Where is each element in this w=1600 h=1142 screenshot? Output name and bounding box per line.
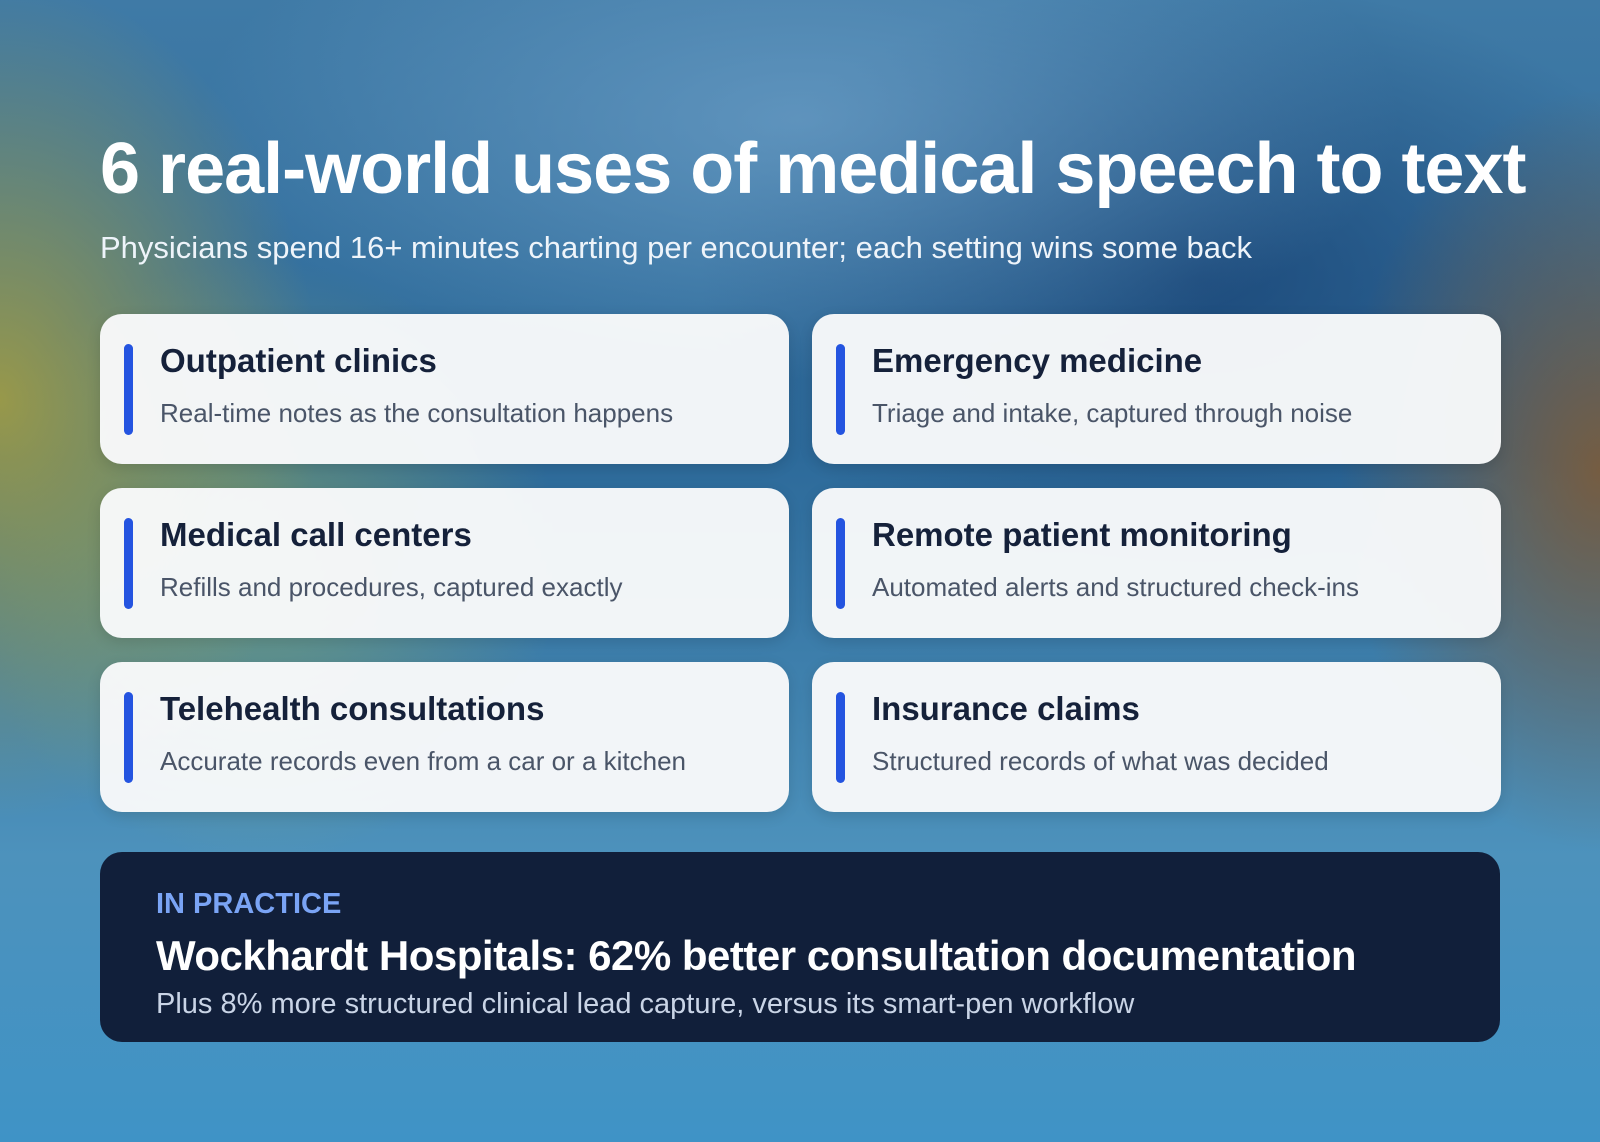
title: 6 real-world uses of medical speech to t…	[100, 129, 1526, 209]
card-description: Automated alerts and structured check-in…	[872, 572, 1360, 602]
accent-bar	[836, 518, 845, 609]
accent-bar	[124, 518, 133, 609]
card-description: Accurate records even from a car or a ki…	[160, 746, 687, 776]
accent-bar	[124, 344, 133, 435]
card-title: Outpatient clinics	[160, 342, 437, 379]
card-title: Medical call centers	[160, 516, 472, 553]
use-card: Insurance claims Structured records of wh…	[812, 662, 1501, 812]
callout-label: IN PRACTICE	[156, 888, 342, 920]
callout-title: Wockhardt Hospitals: 62% better consulta…	[156, 932, 1357, 979]
card-title: Remote patient monitoring	[872, 516, 1292, 553]
card-title: Insurance claims	[872, 690, 1140, 727]
subtitle: Physicians spend 16+ minutes charting pe…	[100, 230, 1252, 265]
card-description: Structured records of what was decided	[872, 746, 1329, 776]
callout-text: Plus 8% more structured clinical lead ca…	[156, 988, 1135, 1020]
use-card: Medical call centers Refills and procedur…	[100, 488, 789, 638]
accent-bar	[836, 344, 845, 435]
callout: IN PRACTICE Wockhardt Hospitals: 62% bet…	[100, 852, 1500, 1042]
card-title: Telehealth consultations	[160, 690, 545, 727]
use-card: Telehealth consultations Accurate records…	[100, 662, 789, 812]
accent-bar	[836, 692, 845, 783]
card-description: Real-time notes as the consultation happ…	[160, 398, 674, 428]
card-title: Emergency medicine	[872, 342, 1203, 379]
accent-bar	[124, 692, 133, 783]
card-description: Triage and intake, captured through nois…	[872, 398, 1353, 428]
card-description: Refills and procedures, captured exactly	[160, 572, 623, 602]
use-card: Remote patient monitoring Automated alert…	[812, 488, 1501, 638]
use-card: Emergency medicine Triage and intake, cap…	[812, 314, 1501, 464]
use-card: Outpatient clinics Real-time notes as the…	[100, 314, 789, 464]
